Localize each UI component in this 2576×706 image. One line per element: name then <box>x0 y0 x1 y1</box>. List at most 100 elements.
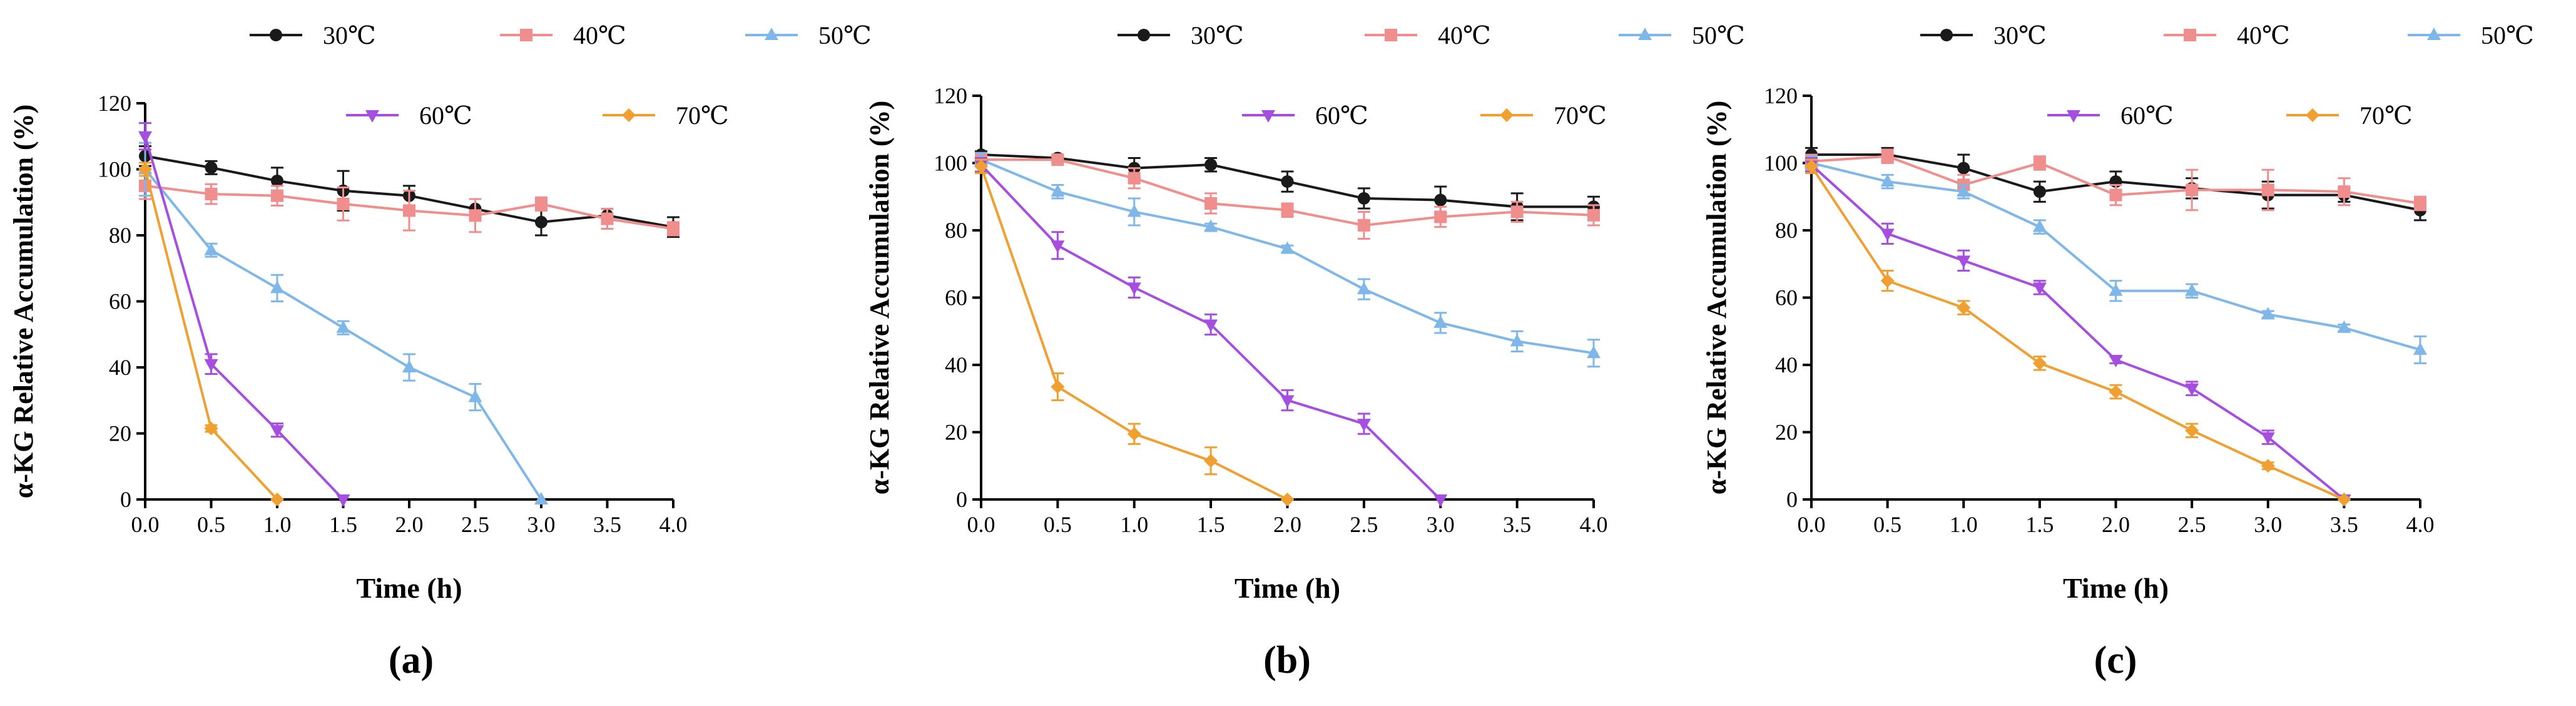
data-point <box>1957 161 1970 175</box>
y-tick-label: 120 <box>1764 83 1798 108</box>
data-point <box>2109 385 2123 399</box>
legend-marker <box>1638 28 1652 40</box>
data-point <box>2185 383 2199 396</box>
series-70℃ <box>138 161 284 506</box>
y-tick-label: 80 <box>1775 218 1798 243</box>
data-point <box>2032 356 2047 371</box>
legend-item: 60℃ <box>1242 101 1368 130</box>
data-point <box>1281 203 1294 217</box>
panel-label: (c) <box>2094 639 2137 682</box>
y-tick-label: 0 <box>120 487 131 512</box>
x-tick-label: 1.5 <box>1197 512 1225 537</box>
data-point <box>2337 320 2351 333</box>
x-tick-label: 4.0 <box>659 512 688 537</box>
y-tick-label: 0 <box>956 487 967 512</box>
data-point <box>1433 494 1448 507</box>
x-tick-label: 1.5 <box>2025 512 2054 537</box>
data-point <box>1204 219 1218 232</box>
legend-item: 30℃ <box>1117 21 1244 49</box>
data-point <box>205 161 218 174</box>
data-point <box>1880 174 1895 187</box>
data-point <box>2033 185 2046 198</box>
chart-panel: 0 20 40 60 80 100 120 0.0 0.5 1.0 1.5 2.0 2.5 3.0 3.5 4… <box>1701 21 2534 682</box>
legend-label: 50℃ <box>1692 21 1745 49</box>
data-point <box>1357 218 1370 232</box>
series-40℃ <box>139 171 680 237</box>
legend-item: 60℃ <box>2047 101 2174 130</box>
panel-label: (b) <box>1263 639 1311 682</box>
y-tick-label: 20 <box>945 420 967 445</box>
y-tick-label: 60 <box>945 285 967 310</box>
data-point <box>1805 159 1818 173</box>
x-tick-label: 1.0 <box>263 512 292 537</box>
data-point <box>1051 379 1065 394</box>
data-point <box>1127 204 1141 217</box>
chart-panel: 0 20 40 60 80 100 120 0.0 0.5 1.0 1.5 2.0 2.5 3.0 3.5 4… <box>864 21 1745 682</box>
legend-item: 70℃ <box>603 101 729 130</box>
data-point <box>667 222 680 235</box>
legend-item: 40℃ <box>2164 21 2290 49</box>
legend-marker <box>2427 28 2441 40</box>
data-point <box>2261 307 2275 320</box>
legend-item: 40℃ <box>1365 21 1491 49</box>
legend-label: 70℃ <box>1554 101 1607 130</box>
legend-marker <box>1261 110 1275 123</box>
legend-item: 50℃ <box>2408 21 2534 49</box>
legend-marker <box>365 110 379 123</box>
data-point <box>1280 395 1295 408</box>
legend-marker <box>622 108 636 122</box>
x-tick-label: 2.5 <box>2178 512 2206 537</box>
legend-item: 30℃ <box>1920 21 2047 49</box>
x-tick-label: 0.5 <box>1044 512 1072 537</box>
data-point <box>2109 188 2122 202</box>
x-tick-label: 0.0 <box>131 512 160 537</box>
data-point <box>138 162 152 176</box>
legend-label: 70℃ <box>676 101 729 130</box>
data-point <box>2337 493 2351 506</box>
data-point <box>271 174 283 187</box>
data-point <box>2033 156 2046 170</box>
y-tick-label: 120 <box>934 83 967 108</box>
legend-label: 30℃ <box>1191 21 1244 49</box>
x-axis-title: Time (h) <box>1235 572 1340 604</box>
y-tick-label: 100 <box>98 157 131 182</box>
x-tick-label: 4.0 <box>2406 512 2435 537</box>
data-point <box>270 280 284 294</box>
data-point <box>2261 432 2275 445</box>
data-point <box>1127 427 1141 441</box>
legend-marker <box>1500 108 1514 122</box>
data-point <box>204 359 218 372</box>
x-tick-label: 4.0 <box>1580 512 1608 537</box>
data-point <box>1433 315 1448 328</box>
legend-marker <box>1385 29 1397 41</box>
legend-label: 30℃ <box>323 21 376 49</box>
data-point <box>2186 183 2199 197</box>
data-point <box>2109 283 2123 296</box>
data-point <box>469 209 482 222</box>
y-tick-label: 60 <box>1775 285 1798 310</box>
data-point <box>1957 255 1971 269</box>
data-point <box>1957 300 1971 315</box>
series-50℃ <box>1805 155 2427 364</box>
chart-panel: 0 20 40 60 80 100 120 0.0 0.5 1.0 1.5 2.0 2.5 3.0 3.5 4… <box>8 21 872 682</box>
legend-label: 30℃ <box>1993 21 2047 49</box>
legend-item: 60℃ <box>346 101 472 130</box>
legend-label: 40℃ <box>2237 21 2290 49</box>
legend-marker <box>1940 29 1953 41</box>
data-point <box>1510 334 1524 347</box>
legend-marker <box>765 28 778 40</box>
x-tick-label: 3.0 <box>2254 512 2282 537</box>
data-point <box>2338 185 2351 198</box>
legend-marker <box>1138 29 1150 41</box>
legend-label: 50℃ <box>818 21 872 49</box>
y-tick-label: 60 <box>109 289 131 314</box>
legend-item: 40℃ <box>500 21 626 49</box>
legend-item: 50℃ <box>745 21 872 49</box>
legend-label: 60℃ <box>1315 101 1368 130</box>
data-point <box>204 242 218 255</box>
data-point <box>1281 175 1294 188</box>
y-tick-label: 40 <box>945 352 967 377</box>
data-point <box>2185 423 2199 437</box>
legend-marker <box>520 29 532 41</box>
data-point <box>535 197 547 210</box>
